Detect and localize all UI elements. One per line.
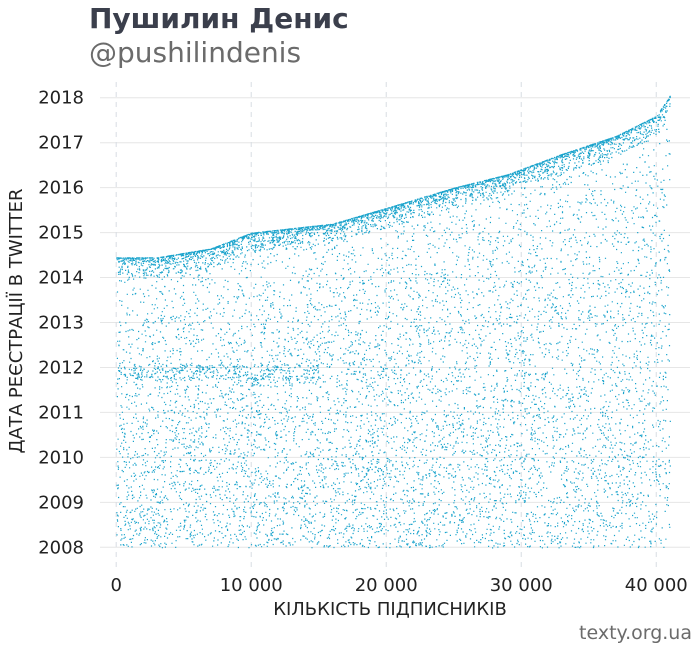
- chart-grid: [100, 82, 690, 572]
- y-tick-label: 2015: [38, 223, 84, 244]
- y-tick-label: 2011: [38, 402, 84, 423]
- x-axis-label: КІЛЬКІСТЬ ПІДПИСНИКІВ: [273, 599, 507, 620]
- y-tick-label: 2008: [38, 537, 84, 558]
- x-tick-label: 10 000: [220, 575, 283, 596]
- y-tick-label: 2013: [38, 313, 84, 334]
- source-credit: texty.org.ua: [579, 622, 692, 644]
- y-tick-label: 2010: [38, 447, 84, 468]
- x-tick-label: 20 000: [355, 575, 418, 596]
- x-tick-label: 0: [110, 575, 121, 596]
- y-axis-label: ДАТА РЕЄСТРАЦІЇ В TWITTER: [6, 189, 27, 454]
- scatter-points: [116, 95, 671, 549]
- y-tick-label: 2016: [38, 178, 84, 199]
- y-tick-label: 2018: [38, 88, 84, 109]
- data-points: [116, 95, 671, 549]
- y-tick-label: 2014: [38, 268, 84, 289]
- chart-title: Пушилин Денис: [89, 2, 349, 35]
- y-axis-ticks: 2008 2009 2010 2011 2012 2013 2014 2015 2016 2017…: [38, 88, 84, 559]
- x-tick-label: 30 000: [490, 575, 553, 596]
- chart-subtitle-handle: @pushilindenis: [89, 36, 302, 69]
- x-axis-ticks: 0 10 000 20 000 30 000 40 000: [110, 575, 687, 596]
- y-tick-label: 2012: [38, 357, 84, 378]
- y-tick-label: 2009: [38, 492, 84, 513]
- x-tick-label: 40 000: [625, 575, 688, 596]
- y-tick-label: 2017: [38, 133, 84, 154]
